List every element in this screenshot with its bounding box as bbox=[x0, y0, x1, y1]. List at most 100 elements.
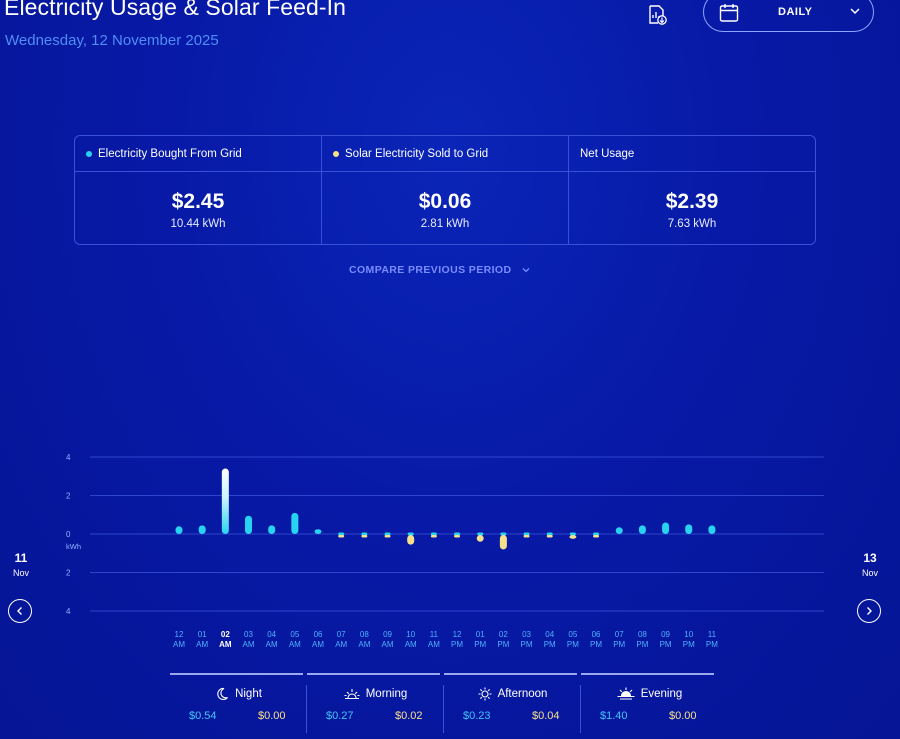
summary-label: Electricity Bought From Grid bbox=[98, 147, 242, 160]
x-tick-ampm: AM bbox=[358, 640, 370, 649]
summary-kwh: 10.44 kWh bbox=[170, 218, 226, 230]
grid-bar bbox=[338, 532, 345, 536]
x-tick-ampm: AM bbox=[219, 640, 232, 649]
summary-kwh: 2.81 kWh bbox=[420, 218, 470, 230]
summary-kwh: 7.63 kWh bbox=[667, 218, 717, 230]
chevron-down-icon bbox=[850, 8, 860, 15]
x-tick-hour: 03 bbox=[522, 630, 531, 639]
x-tick-ampm: AM bbox=[289, 640, 301, 649]
solar-bar bbox=[593, 535, 600, 538]
x-tick-hour: 04 bbox=[267, 630, 276, 639]
segment-solar-credit: $0.04 bbox=[532, 710, 560, 722]
prev-day-label: 11 Nov bbox=[12, 551, 29, 578]
grid-bar bbox=[708, 525, 716, 534]
x-tick-ampm: AM bbox=[266, 640, 278, 649]
solar-bar bbox=[499, 535, 507, 550]
grid-bar bbox=[593, 532, 600, 536]
x-tick-hour: 07 bbox=[615, 630, 624, 639]
solar-bar bbox=[454, 535, 461, 538]
x-tick-ampm: PM bbox=[497, 640, 509, 649]
grid-bar bbox=[546, 532, 553, 536]
solar-bar bbox=[407, 535, 415, 545]
next-day-button[interactable] bbox=[857, 599, 881, 623]
x-tick-ampm: PM bbox=[544, 640, 556, 649]
segment-morning[interactable]: Morning $0.27 $0.02 bbox=[307, 673, 444, 733]
page-date: Wednesday, 12 November 2025 bbox=[5, 32, 219, 49]
solar-bar bbox=[430, 535, 437, 538]
x-tick-ampm: AM bbox=[312, 640, 324, 649]
summary-amount: $2.39 bbox=[665, 190, 719, 213]
grid-bar bbox=[314, 529, 322, 534]
solar-bar bbox=[569, 535, 577, 539]
grid-bar bbox=[662, 522, 670, 534]
x-tick-ampm: PM bbox=[521, 640, 533, 649]
period-label: DAILY bbox=[778, 6, 813, 18]
x-tick-ampm: PM bbox=[567, 640, 579, 649]
segment-grid-cost: $0.23 bbox=[463, 710, 491, 722]
y-tick-label: 4 bbox=[66, 607, 71, 616]
solar-bar bbox=[523, 535, 530, 538]
summary-label: Net Usage bbox=[580, 147, 635, 160]
prev-day-button[interactable] bbox=[8, 599, 32, 623]
x-tick-ampm: PM bbox=[706, 640, 718, 649]
segment-afternoon[interactable]: Afternoon $0.23 $0.04 bbox=[444, 673, 581, 733]
period-dropdown[interactable]: DAILY bbox=[703, 0, 874, 32]
solar-bar bbox=[384, 535, 391, 538]
x-tick-ampm: AM bbox=[335, 640, 347, 649]
x-tick-hour: 04 bbox=[545, 630, 554, 639]
x-tick-hour: 02 bbox=[221, 630, 230, 639]
time-of-day-summary: Night $0.54 $0.00 Morning $0.27 $0.02 bbox=[170, 673, 718, 733]
x-tick-hour: 08 bbox=[638, 630, 647, 639]
x-tick-hour: 09 bbox=[661, 630, 670, 639]
grid-bar bbox=[245, 515, 253, 534]
y-tick-label: 4 bbox=[66, 453, 71, 462]
x-tick-ampm: PM bbox=[590, 640, 602, 649]
x-tick-hour: 12 bbox=[453, 630, 462, 639]
x-tick-ampm: PM bbox=[451, 640, 463, 649]
grid-bar bbox=[291, 512, 299, 534]
solar-bar bbox=[338, 535, 345, 538]
grid-bar bbox=[454, 532, 461, 536]
summary-card-net: Net Usage $2.39 7.63 kWh bbox=[569, 136, 815, 244]
segment-title: Evening bbox=[640, 688, 683, 700]
x-tick-hour: 02 bbox=[499, 630, 508, 639]
summary-label: Solar Electricity Sold to Grid bbox=[345, 147, 489, 160]
compare-previous-period-button[interactable]: COMPARE PREVIOUS PERIOD bbox=[349, 264, 531, 276]
x-tick-hour: 12 bbox=[175, 630, 184, 639]
x-tick-hour: 06 bbox=[592, 630, 601, 639]
summary-amount: $0.06 bbox=[418, 190, 472, 213]
grid-bar bbox=[500, 532, 507, 536]
x-tick-ampm: AM bbox=[173, 640, 185, 649]
usage-chart: 42024kWh12AM01AM02AM03AM04AM05AM06AM07AM… bbox=[66, 453, 824, 649]
page-title: Electricity Usage & Solar Feed-In bbox=[4, 0, 347, 20]
grid-dot-icon bbox=[86, 150, 92, 157]
grid-bar bbox=[477, 532, 484, 536]
grid-bar bbox=[361, 532, 368, 536]
x-tick-ampm: AM bbox=[382, 640, 394, 649]
grid-bar bbox=[569, 532, 576, 536]
x-tick-hour: 10 bbox=[406, 630, 415, 639]
segment-solar-credit: $0.00 bbox=[258, 710, 286, 722]
segment-solar-credit: $0.00 bbox=[669, 710, 697, 722]
chevron-down-icon bbox=[522, 268, 530, 273]
segment-evening[interactable]: Evening $1.40 $0.00 bbox=[581, 673, 718, 733]
grid-bar bbox=[638, 525, 646, 534]
x-tick-hour: 10 bbox=[684, 630, 693, 639]
segment-grid-cost: $0.54 bbox=[189, 710, 217, 722]
sunrise-icon bbox=[344, 689, 360, 700]
x-tick-ampm: PM bbox=[613, 640, 625, 649]
x-tick-ampm: AM bbox=[243, 640, 255, 649]
x-tick-ampm: AM bbox=[196, 640, 208, 649]
solar-bar bbox=[361, 535, 368, 538]
x-tick-hour: 11 bbox=[708, 630, 717, 639]
grid-bar bbox=[175, 526, 183, 534]
segment-night[interactable]: Night $0.54 $0.00 bbox=[170, 673, 307, 733]
summary-panel: Electricity Bought From Grid $2.45 10.44… bbox=[74, 135, 816, 245]
next-day-label: 13 Nov bbox=[861, 551, 878, 578]
segment-grid-cost: $0.27 bbox=[326, 710, 354, 722]
segment-title: Morning bbox=[365, 688, 408, 700]
compare-label: COMPARE PREVIOUS PERIOD bbox=[349, 264, 512, 276]
export-button[interactable] bbox=[646, 4, 668, 26]
x-tick-hour: 03 bbox=[244, 630, 253, 639]
y-tick-label: 2 bbox=[66, 569, 71, 578]
